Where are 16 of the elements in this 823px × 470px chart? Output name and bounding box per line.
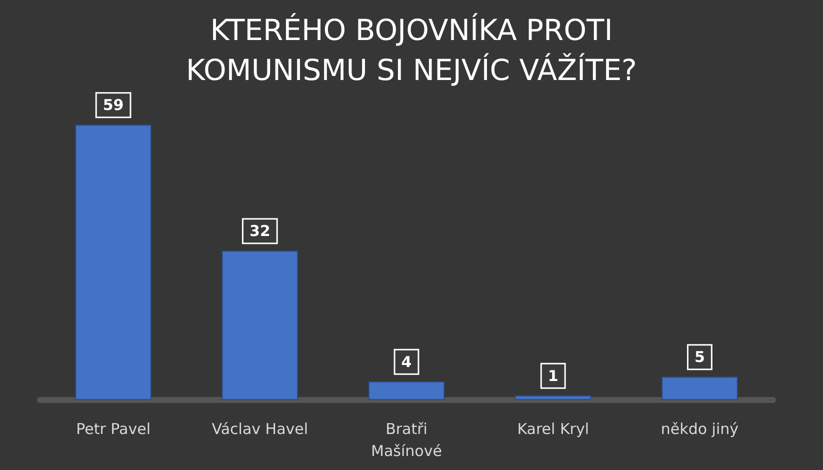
x-tick-label: Václav Havel	[212, 420, 308, 438]
x-tick-label: někdo jiný	[660, 420, 739, 438]
data-label: 59	[102, 96, 124, 114]
x-tick-label: Petr Pavel	[76, 420, 151, 438]
chart-title: KTERÉHO BOJOVNÍKA PROTI KOMUNISMU SI NEJVÍC VÁŽÍTE?	[186, 13, 637, 87]
x-tick-label: Karel Kryl	[517, 420, 590, 438]
bar	[75, 124, 152, 400]
bar	[514, 395, 592, 400]
bar	[368, 381, 445, 400]
data-label: 5	[694, 348, 705, 366]
data-label: 1	[548, 366, 558, 385]
data-label: 32	[249, 222, 270, 240]
bar	[222, 250, 298, 400]
x-tick-label: Bratři Mašínové	[371, 420, 442, 460]
data-label: 4	[401, 352, 412, 371]
bar	[662, 376, 738, 400]
